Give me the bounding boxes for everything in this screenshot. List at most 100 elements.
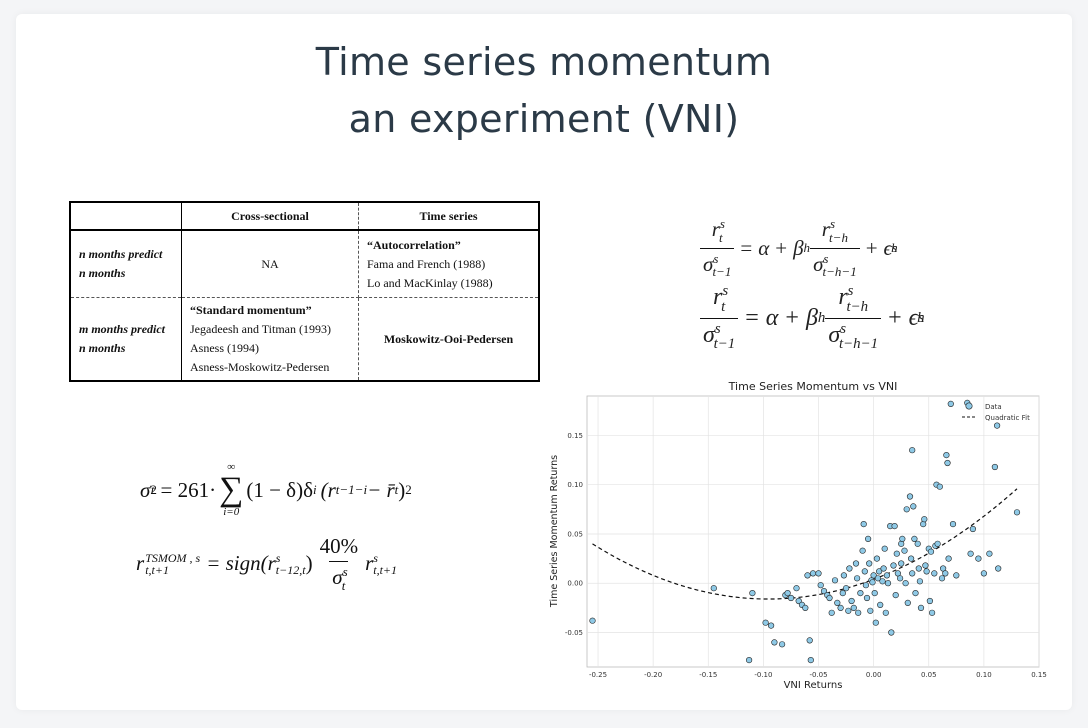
scatter-point [938, 575, 946, 582]
scatter-point [771, 639, 778, 646]
scatter-point [872, 619, 879, 626]
cell-moskowitz: Moskowitz-Ooi-Pedersen [383, 331, 514, 346]
scatter-point [876, 568, 883, 575]
cell-reference: Asness (1994) [190, 341, 259, 355]
scatter-point [749, 590, 756, 597]
x-tick-label: 0.05 [921, 671, 937, 679]
scatter-point [795, 597, 802, 605]
scatter-point [914, 540, 921, 547]
table-row: m months predict n months “Standard mome… [70, 297, 539, 381]
scatter-point [881, 545, 888, 552]
cell-title: “Standard momentum” [190, 303, 312, 317]
scatter-point [817, 582, 824, 589]
cell-title: “Autocorrelation” [367, 237, 461, 252]
comparison-table: Cross-sectional Time series n months pre… [69, 201, 540, 382]
scatter-point [860, 521, 867, 528]
scatter-point [869, 579, 876, 586]
scatter-point [926, 597, 934, 605]
y-tick-label: 0.05 [567, 530, 583, 538]
scatter-point [910, 503, 917, 510]
lhs-fraction: rst σst−1 [700, 216, 735, 280]
scatter-point [802, 604, 809, 611]
tsmom-fraction: 40% σst [319, 534, 359, 593]
title-line-2: an experiment (VNI) [348, 97, 740, 141]
scatter-point [994, 422, 1001, 429]
scatter-chart: Time Series Momentum vs VNI -0.25 -0.20 -0… [549, 380, 1047, 691]
x-tick-label: -0.15 [699, 671, 717, 679]
table-header-time-series: Time series [358, 202, 539, 231]
cell-reference: Asness-Moskowitz-Pedersen [190, 360, 330, 374]
x-tick-label: -0.20 [644, 671, 662, 679]
scatter-point [943, 451, 950, 459]
cell-standard-momentum: “Standard momentum” Jegadeesh and Titman… [181, 297, 359, 381]
scatter-point [915, 565, 922, 572]
scatter-point [762, 619, 769, 626]
scatter-point [862, 582, 870, 589]
scatter-point [857, 590, 864, 597]
scatter-point [917, 604, 925, 611]
data-points [589, 399, 1021, 664]
row-label: n months predict n months [70, 230, 182, 298]
scatter-point [882, 609, 889, 616]
scatter-point [922, 562, 929, 569]
scatter-point [898, 560, 905, 567]
x-axis-ticks: -0.25 -0.20 -0.15 -0.10 -0.05 0.00 0.05 0.10 0.1… [589, 671, 1047, 679]
scatter-point [793, 585, 800, 592]
scatter-point [945, 555, 952, 562]
scatter-point [975, 555, 982, 562]
scatter-point [969, 525, 977, 533]
scatter-point [826, 594, 833, 602]
scatter-point [995, 565, 1002, 572]
tsmom-formula: r TSMOM , s t,t+1 = sign(r s t−12,t ) 40… [136, 534, 398, 593]
row-label-line-2: n months [79, 266, 126, 280]
scatter-point [947, 400, 954, 408]
y-axis-label: Time Series Momentum Returns [549, 455, 560, 608]
scatter-point [929, 609, 936, 616]
scatter-point [852, 560, 860, 567]
y-axis-ticks: -0.05 0.00 0.05 0.10 0.15 [565, 432, 583, 637]
scatter-point [807, 657, 814, 664]
row-label-line-1: m months predict [79, 322, 166, 336]
scatter-point [967, 550, 974, 557]
scatter-point [888, 629, 895, 636]
scatter-point [942, 570, 949, 577]
scatter-point [991, 463, 999, 471]
scatter-point [861, 568, 868, 575]
y-tick-label: 0.00 [567, 580, 583, 588]
cell-reference: Fama and French (1988) [367, 256, 486, 271]
scatter-point [863, 594, 871, 602]
scatter-point [848, 597, 855, 605]
scatter-point [871, 590, 878, 597]
scatter-point [934, 540, 941, 547]
scatter-point [784, 590, 791, 597]
scatter-point [980, 570, 988, 577]
scatter-point [865, 535, 872, 542]
scatter-point [908, 555, 915, 562]
scatter-point [880, 565, 887, 572]
x-tick-label: -0.05 [809, 671, 827, 679]
scatter-point [901, 547, 908, 554]
scatter-point [949, 521, 957, 528]
scatter-point [834, 599, 841, 606]
scatter-point [768, 622, 775, 629]
scatter-point [911, 535, 918, 542]
scatter-point [710, 585, 717, 592]
scatter-point [809, 570, 817, 577]
row-label-line-2: n months [79, 341, 126, 355]
scatter-point [820, 588, 828, 595]
scatter-point [884, 580, 892, 587]
chart-legend: Data Quadratic Fit [962, 402, 1030, 422]
row-label: m months predict n months [70, 297, 182, 381]
scatter-point [870, 572, 877, 579]
cell-autocorrelation: “Autocorrelation” Fama and French (1988)… [358, 230, 539, 298]
scatter-point [893, 550, 900, 557]
scatter-point [986, 550, 993, 557]
scatter-point [746, 657, 753, 664]
title-line-1: Time series momentum [315, 40, 773, 84]
scatter-point [589, 617, 596, 624]
scatter-point [891, 523, 898, 530]
scatter-point [828, 609, 835, 616]
scatter-point [902, 580, 909, 587]
scatter-point [923, 568, 930, 575]
y-tick-label: -0.05 [565, 629, 583, 637]
